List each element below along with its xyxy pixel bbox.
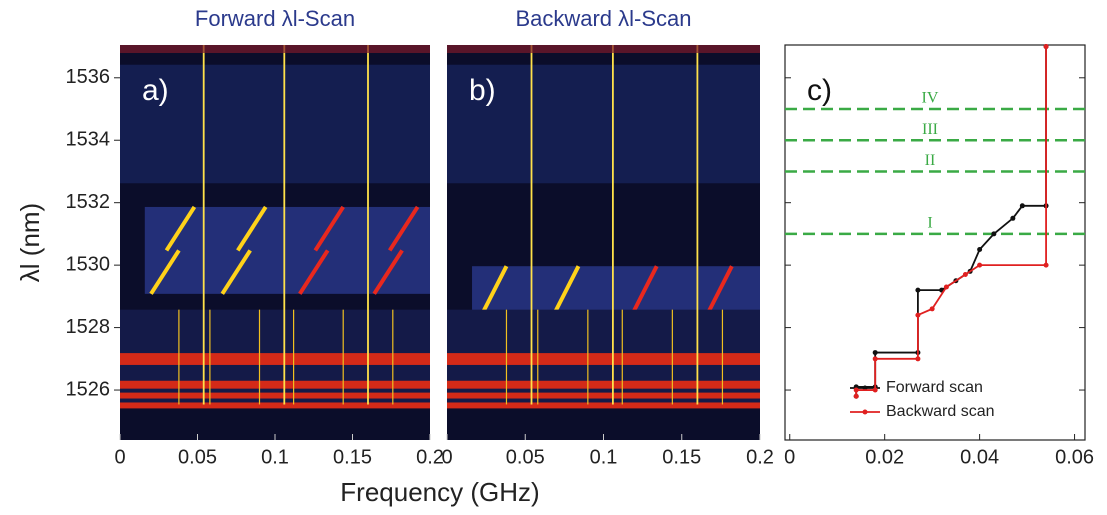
panel-title: Backward λl-Scan (515, 6, 691, 31)
y-axis-label: λl (nm) (15, 203, 45, 282)
data-point (1043, 44, 1049, 50)
series-line (855, 46, 1047, 397)
reference-label: I (927, 215, 932, 232)
data-point (915, 287, 921, 293)
x-tick-label: 0 (441, 446, 452, 468)
heatmap-haze (447, 64, 760, 184)
y-tick-label: 1536 (66, 66, 111, 88)
x-tick-label: 0.15 (662, 446, 701, 468)
data-point (853, 393, 859, 399)
y-tick-label: 1528 (66, 316, 111, 338)
legend-label: Backward scan (886, 403, 995, 420)
y-tick-label: 1526 (66, 378, 111, 400)
legend-label: Forward scan (886, 379, 983, 396)
heatmap-streak (372, 249, 404, 295)
heatmap-band (120, 380, 430, 389)
heatmap-band (120, 402, 430, 409)
heatmap-streak (388, 205, 420, 252)
data-point (977, 247, 983, 253)
data-point (977, 262, 983, 268)
heatmap-band (447, 353, 760, 365)
x-tick-label: 0.04 (960, 446, 999, 468)
x-tick-label: 0.15 (333, 446, 372, 468)
plot-frame (784, 44, 1086, 441)
heatmap-top (447, 45, 760, 53)
data-point (1010, 215, 1016, 221)
heatmap-image (447, 45, 760, 440)
y-tick-label: 1534 (66, 129, 111, 151)
reference-label: II (925, 152, 936, 169)
heatmap-top (120, 45, 430, 53)
panel-label: c) (807, 74, 832, 107)
x-tick-label: 0.1 (261, 446, 289, 468)
x-tick-label: 0.05 (178, 446, 217, 468)
data-point (872, 387, 878, 393)
heatmap-band (447, 402, 760, 409)
heatmap-band (120, 353, 430, 365)
y-tick-label: 1532 (66, 191, 111, 213)
heatmap-band (120, 392, 430, 399)
data-point (1043, 262, 1049, 268)
x-tick-label: 0.02 (865, 446, 904, 468)
heatmap-streak (298, 249, 330, 295)
data-point (1019, 203, 1025, 209)
heatmap-streak (220, 249, 252, 295)
x-axis-label: Frequency (GHz) (340, 477, 539, 507)
x-tick-label: 0.2 (416, 446, 444, 468)
x-tick-label: 0.1 (590, 446, 618, 468)
data-point (929, 306, 935, 312)
panel-label: a) (142, 74, 169, 107)
y-tick-label: 1530 (66, 253, 111, 275)
x-tick-label: 0.06 (1055, 446, 1094, 468)
data-point (915, 312, 921, 318)
data-point (962, 272, 968, 278)
data-point (872, 356, 878, 362)
heatmap-streak (149, 249, 181, 295)
heatmap-streak (164, 205, 197, 252)
heatmap-image (120, 45, 431, 440)
x-tick-label: 0.05 (506, 446, 545, 468)
series-line (855, 46, 1047, 397)
panel-title: Forward λl-Scan (195, 6, 355, 31)
heatmap-streak (236, 205, 268, 252)
data-point (872, 350, 878, 356)
data-point (991, 231, 997, 237)
data-point (943, 284, 949, 290)
x-tick-label: 0 (784, 446, 795, 468)
data-point (915, 356, 921, 362)
panel-label: b) (469, 74, 496, 107)
heatmap-band (447, 380, 760, 389)
heatmap-band (447, 392, 760, 399)
x-tick-label: 0.2 (746, 446, 774, 468)
x-tick-label: 0 (114, 446, 125, 468)
legend-marker (862, 409, 868, 415)
reference-label: IV (922, 90, 939, 107)
heatmap-streak (313, 205, 345, 252)
heatmap-haze (120, 64, 430, 184)
data-point (853, 387, 859, 393)
reference-label: III (922, 121, 938, 138)
